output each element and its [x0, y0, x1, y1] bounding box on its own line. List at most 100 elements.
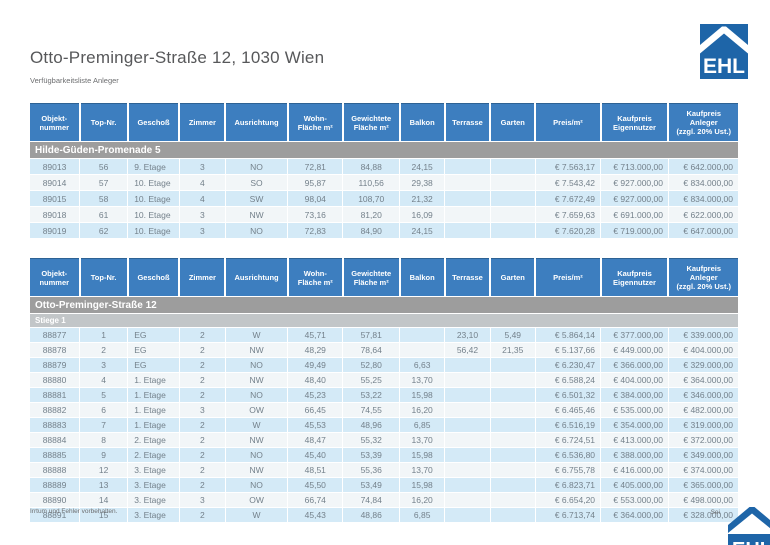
footer-disclaimer: Irrtum und Fehler vorbehalten. [30, 508, 118, 515]
cell-preis-m2: € 6.654,20 [534, 492, 601, 508]
cell-top-nr: 57 [79, 174, 128, 191]
cell-terrasse [444, 432, 491, 448]
cell-top-nr: 5 [79, 387, 128, 403]
cell-preis-m2: € 7.659,63 [534, 206, 601, 223]
cell-terrasse [444, 158, 491, 175]
cell-top-nr: 13 [79, 477, 128, 493]
col-header-ausrichtung: Ausrichtung [224, 103, 288, 142]
cell-preis-m2: € 6.501,32 [534, 387, 601, 403]
cell-top-nr: 62 [79, 222, 128, 238]
cell-balkon: 15,98 [399, 447, 445, 463]
cell-top-nr: 15 [79, 507, 128, 522]
cell-geschoss: 2. Etage [127, 432, 180, 448]
cell-objektnummer: 88884 [30, 432, 80, 448]
cell-garten [489, 190, 536, 207]
cell-ausrichtung: W [224, 327, 288, 343]
col-header-kaufpreis-eigennutzer: Kaufpreis Eigennutzer [599, 103, 669, 142]
cell-kaufpreis-anleger: € 642.000,00 [667, 158, 738, 175]
cell-garten [489, 357, 536, 373]
table-row: 88883 7 1. Etage 2 W 45,53 48,96 6,85 € 6.516,19… [30, 417, 738, 433]
table-row: 89014 57 10. Etage 4 SO 95,87 110,56 29,38 € 7.5… [30, 174, 738, 191]
cell-terrasse [444, 492, 491, 508]
cell-kaufpreis-anleger: € 372.000,00 [667, 432, 738, 448]
cell-balkon: 13,70 [399, 372, 445, 388]
col-header-terrasse: Terrasse [443, 258, 491, 297]
cell-wohnflaeche: 45,23 [287, 387, 343, 403]
cell-ausrichtung: W [224, 417, 288, 433]
cell-geschoss: 1. Etage [127, 417, 180, 433]
cell-ausrichtung: NO [224, 357, 288, 373]
cell-geschoss: 9. Etage [127, 158, 180, 175]
cell-wohnflaeche: 48,51 [287, 462, 343, 478]
cell-zimmer: 3 [178, 206, 226, 223]
cell-kaufpreis-eigennutzer: € 927.000,00 [600, 190, 669, 207]
cell-gewichtete-flaeche: 53,22 [342, 387, 400, 403]
col-header-objektnummer: Objekt- nummer [30, 103, 80, 142]
cell-balkon: 16,09 [399, 206, 445, 223]
cell-wohnflaeche: 48,29 [287, 342, 343, 358]
cell-ausrichtung: NO [224, 222, 288, 238]
cell-kaufpreis-eigennutzer: € 405.000,00 [600, 477, 669, 493]
page-title: Otto-Preminger-Straße 12, 1030 Wien [30, 48, 325, 67]
table-row: 88891 15 3. Etage 2 W 45,43 48,86 6,85 € 6.713,7… [30, 507, 738, 522]
cell-balkon: 6,85 [399, 417, 445, 433]
cell-geschoss: 10. Etage [127, 206, 180, 223]
cell-geschoss: EG [127, 357, 180, 373]
table-row: 89018 61 10. Etage 3 NW 73,16 81,20 16,09 € 7.65… [30, 206, 738, 223]
cell-terrasse [444, 387, 491, 403]
cell-preis-m2: € 7.620,28 [534, 222, 601, 238]
group-header: Otto-Preminger-Straße 12 [30, 296, 738, 314]
cell-kaufpreis-anleger: € 374.000,00 [667, 462, 738, 478]
cell-objektnummer: 88881 [30, 387, 80, 403]
cell-wohnflaeche: 98,04 [287, 190, 343, 207]
cell-wohnflaeche: 72,81 [287, 158, 343, 175]
table-header-row: Objekt- nummer Top-Nr. Geschoß Zimmer Ausric… [30, 258, 738, 297]
cell-geschoss: 1. Etage [127, 387, 180, 403]
cell-terrasse [444, 462, 491, 478]
cell-wohnflaeche: 95,87 [287, 174, 343, 191]
cell-garten [489, 492, 536, 508]
cell-preis-m2: € 6.823,71 [534, 477, 601, 493]
cell-ausrichtung: OW [224, 492, 288, 508]
cell-ausrichtung: W [224, 507, 288, 522]
cell-kaufpreis-anleger: € 404.000,00 [667, 342, 738, 358]
cell-zimmer: 2 [178, 372, 226, 388]
cell-preis-m2: € 6.465,46 [534, 402, 601, 418]
cell-gewichtete-flaeche: 52,80 [342, 357, 400, 373]
cell-kaufpreis-anleger: € 498.000,00 [667, 492, 738, 508]
cell-ausrichtung: NW [224, 372, 288, 388]
cell-objektnummer: 89013 [30, 158, 80, 175]
col-header-wohnflaeche: Wohn- Fläche m² [286, 103, 343, 142]
ehl-logo-text: EHL [703, 55, 745, 78]
cell-geschoss: 3. Etage [127, 507, 180, 522]
cell-garten [489, 387, 536, 403]
cell-wohnflaeche: 45,40 [287, 447, 343, 463]
cell-ausrichtung: NO [224, 477, 288, 493]
cell-gewichtete-flaeche: 84,88 [342, 158, 400, 175]
cell-ausrichtung: NW [224, 432, 288, 448]
cell-top-nr: 58 [79, 190, 128, 207]
cell-kaufpreis-anleger: € 365.000,00 [667, 477, 738, 493]
cell-geschoss: EG [127, 327, 180, 343]
cell-gewichtete-flaeche: 81,20 [342, 206, 400, 223]
cell-kaufpreis-eigennutzer: € 366.000,00 [600, 357, 669, 373]
cell-gewichtete-flaeche: 48,86 [342, 507, 400, 522]
table-header-row: Objekt- nummer Top-Nr. Geschoß Zimmer Ausric… [30, 103, 738, 142]
cell-kaufpreis-eigennutzer: € 388.000,00 [600, 447, 669, 463]
cell-terrasse [444, 357, 491, 373]
cell-kaufpreis-eigennutzer: € 377.000,00 [600, 327, 669, 343]
cell-balkon: 6,85 [399, 507, 445, 522]
cell-kaufpreis-anleger: € 339.000,00 [667, 327, 738, 343]
cell-kaufpreis-eigennutzer: € 927.000,00 [600, 174, 669, 191]
cell-preis-m2: € 7.543,42 [534, 174, 601, 191]
cell-objektnummer: 88885 [30, 447, 80, 463]
cell-gewichtete-flaeche: 55,36 [342, 462, 400, 478]
table-row: 89015 58 10. Etage 4 SW 98,04 108,70 21,32 € 7.6… [30, 190, 738, 207]
col-header-ausrichtung: Ausrichtung [224, 258, 288, 297]
cell-kaufpreis-anleger: € 647.000,00 [667, 222, 738, 238]
table-row: 88877 1 EG 2 W 45,71 57,81 23,10 5,49 € 5.864,14 €… [30, 327, 738, 343]
cell-wohnflaeche: 49,49 [287, 357, 343, 373]
cell-kaufpreis-anleger: € 834.000,00 [667, 174, 738, 191]
cell-zimmer: 2 [178, 387, 226, 403]
